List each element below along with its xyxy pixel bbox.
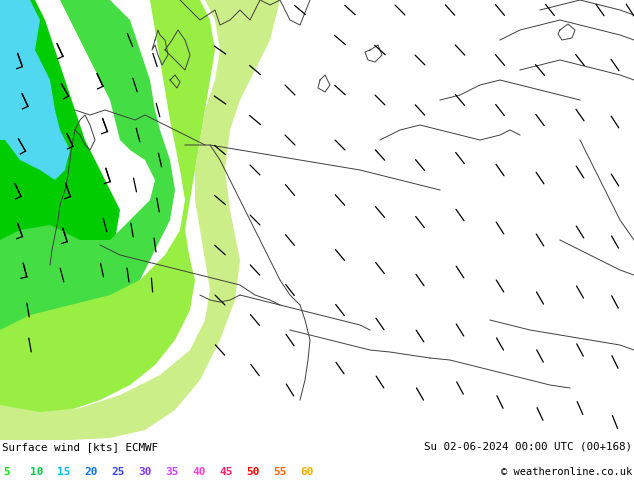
Polygon shape bbox=[0, 0, 70, 180]
Text: 55: 55 bbox=[273, 467, 287, 477]
Text: 10: 10 bbox=[30, 467, 44, 477]
Text: 20: 20 bbox=[84, 467, 98, 477]
Text: Surface wind [kts] ECMWF: Surface wind [kts] ECMWF bbox=[2, 442, 158, 452]
Polygon shape bbox=[0, 0, 120, 260]
Text: 60: 60 bbox=[300, 467, 313, 477]
Text: © weatheronline.co.uk: © weatheronline.co.uk bbox=[501, 467, 632, 477]
Polygon shape bbox=[0, 0, 215, 415]
Text: 50: 50 bbox=[246, 467, 259, 477]
Text: 25: 25 bbox=[111, 467, 124, 477]
Text: 40: 40 bbox=[192, 467, 205, 477]
Text: 15: 15 bbox=[57, 467, 70, 477]
Polygon shape bbox=[0, 0, 280, 440]
Text: 45: 45 bbox=[219, 467, 233, 477]
Text: 5: 5 bbox=[3, 467, 10, 477]
Polygon shape bbox=[0, 0, 175, 340]
Text: 35: 35 bbox=[165, 467, 179, 477]
Text: 30: 30 bbox=[138, 467, 152, 477]
Text: Su 02-06-2024 00:00 UTC (00+168): Su 02-06-2024 00:00 UTC (00+168) bbox=[424, 442, 632, 452]
